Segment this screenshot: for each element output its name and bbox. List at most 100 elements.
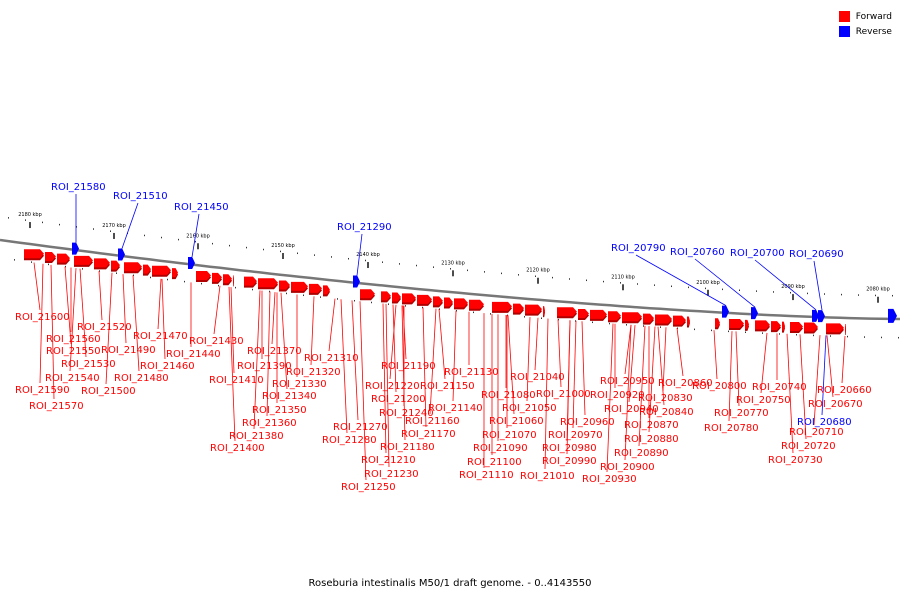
leader-line bbox=[638, 325, 646, 447]
leader-line bbox=[105, 272, 113, 385]
leader-line bbox=[566, 320, 571, 455]
leader-line bbox=[635, 254, 727, 306]
leader-line bbox=[351, 300, 359, 421]
scale-tick-label: 2150 kbp bbox=[271, 243, 295, 249]
leader-line bbox=[657, 326, 665, 406]
forward-gene-label: ROI_21210 bbox=[361, 455, 416, 466]
scale-tick-label: 2170 kbp bbox=[102, 223, 126, 229]
forward-gene-label: ROI_21460 bbox=[140, 361, 195, 372]
forward-gene-label: ROI_21080 bbox=[481, 390, 536, 401]
legend-label-forward: Forward bbox=[855, 11, 892, 22]
minor-tick bbox=[388, 303, 389, 305]
leader-line bbox=[544, 318, 549, 470]
minor-tick bbox=[348, 257, 349, 260]
forward-gene bbox=[143, 264, 151, 274]
minor-tick bbox=[620, 282, 621, 284]
forward-gene-label: ROI_21330 bbox=[272, 379, 327, 390]
forward-gene bbox=[212, 272, 222, 282]
leader-line bbox=[132, 275, 140, 372]
forward-gene-label: ROI_20880 bbox=[624, 434, 679, 445]
forward-gene-label: ROI_21200 bbox=[371, 394, 426, 405]
leader-line bbox=[79, 268, 87, 358]
forward-gene-label: ROI_20670 bbox=[808, 399, 863, 410]
minor-tick bbox=[439, 308, 440, 310]
minor-tick bbox=[422, 306, 423, 309]
minor-tick bbox=[705, 287, 706, 290]
leader-line bbox=[228, 286, 236, 442]
scale-tick-label: 2090 kbp bbox=[781, 284, 805, 290]
minor-tick bbox=[456, 310, 457, 312]
leader-line bbox=[50, 264, 55, 400]
leader-line bbox=[356, 233, 363, 276]
minor-tick bbox=[722, 288, 723, 291]
reverse-gene bbox=[118, 248, 125, 261]
forward-gene bbox=[525, 304, 542, 314]
minor-tick bbox=[354, 299, 355, 302]
forward-gene-label: ROI_20940 bbox=[604, 404, 659, 415]
leader-line bbox=[191, 213, 200, 258]
reverse-gene bbox=[888, 308, 897, 323]
forward-gene bbox=[729, 318, 744, 328]
leader-line bbox=[786, 333, 794, 454]
forward-gene-label: ROI_21150 bbox=[420, 381, 475, 392]
forward-gene bbox=[323, 285, 330, 295]
forward-gene bbox=[771, 321, 781, 331]
forward-gene bbox=[124, 262, 142, 272]
forward-gene-label: ROI_20900 bbox=[600, 462, 655, 473]
gene-arrows bbox=[24, 242, 897, 335]
forward-gene bbox=[790, 321, 803, 331]
minor-tick bbox=[507, 314, 508, 317]
reverse-gene bbox=[818, 310, 825, 323]
minor-tick bbox=[541, 317, 542, 319]
minor-tick bbox=[314, 254, 315, 256]
leader-line bbox=[526, 317, 531, 402]
minor-tick bbox=[575, 320, 576, 322]
forward-gene bbox=[782, 321, 785, 331]
forward-gene bbox=[233, 275, 234, 285]
leader-line bbox=[310, 296, 315, 366]
forward-gene-label: ROI_21480 bbox=[114, 373, 169, 384]
minor-tick bbox=[592, 321, 593, 324]
reverse-gene bbox=[72, 242, 79, 255]
forward-gene-label: ROI_21140 bbox=[428, 403, 483, 414]
leader-line bbox=[161, 278, 166, 360]
minor-tick bbox=[99, 270, 100, 272]
forward-gene-label: ROI_21270 bbox=[333, 422, 388, 433]
minor-tick bbox=[450, 268, 451, 270]
leader-line bbox=[39, 263, 44, 384]
minor-tick bbox=[269, 290, 270, 293]
forward-gene bbox=[74, 255, 93, 265]
leader-line bbox=[122, 274, 127, 344]
forward-gene bbox=[643, 313, 654, 323]
forward-gene-label: ROI_20750 bbox=[736, 395, 791, 406]
minor-tick bbox=[48, 263, 49, 266]
forward-gene bbox=[755, 320, 770, 330]
minor-tick bbox=[484, 271, 485, 273]
forward-gene-label: ROI_20840 bbox=[639, 407, 694, 418]
leader-line bbox=[253, 290, 261, 430]
reverse-gene-label: ROI_21510 bbox=[113, 191, 168, 202]
leader-line bbox=[662, 327, 667, 392]
forward-gene-label: ROI_21230 bbox=[364, 469, 419, 480]
reverse-gene bbox=[188, 257, 195, 270]
minor-tick bbox=[796, 333, 797, 336]
minor-tick bbox=[286, 292, 287, 295]
minor-tick bbox=[433, 266, 434, 268]
minor-tick bbox=[535, 275, 536, 277]
forward-gene-label: ROI_21160 bbox=[405, 416, 460, 427]
forward-gene bbox=[24, 249, 44, 259]
leader-line bbox=[392, 304, 397, 393]
minor-tick bbox=[501, 272, 502, 275]
minor-tick bbox=[467, 269, 468, 272]
minor-tick bbox=[320, 296, 321, 298]
reverse-gene-label: ROI_20700 bbox=[730, 248, 785, 259]
forward-gene bbox=[172, 268, 178, 278]
minor-tick bbox=[824, 293, 825, 295]
minor-tick bbox=[830, 335, 831, 337]
forward-gene-label: ROI_21240 bbox=[379, 408, 434, 419]
minor-tick bbox=[365, 259, 366, 262]
leader-line bbox=[121, 202, 139, 249]
leader-line bbox=[676, 327, 684, 377]
leader-line bbox=[402, 305, 407, 360]
